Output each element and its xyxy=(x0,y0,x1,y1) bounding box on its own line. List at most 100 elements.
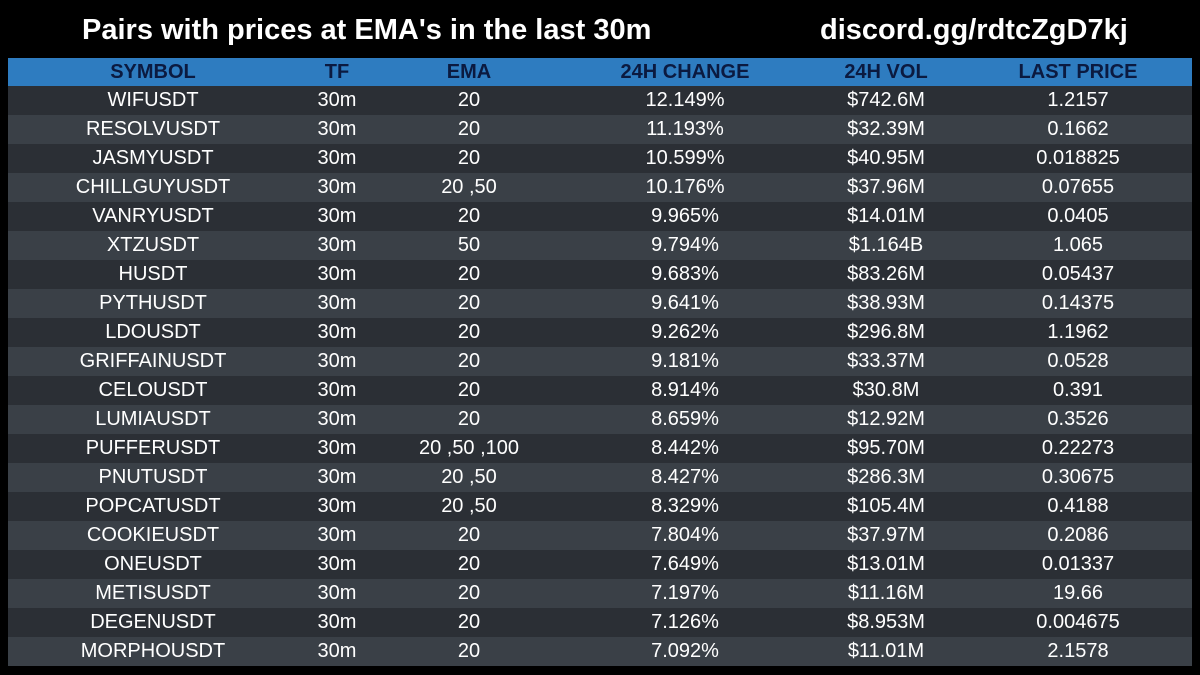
column-header-last-price: LAST PRICE xyxy=(1018,60,1138,83)
cell-24h-vol: $40.95M xyxy=(847,147,925,169)
table-row: RESOLVUSDT 30m 20 11.193% $32.39M 0.1662 xyxy=(8,115,1192,144)
cell-tf: 30m xyxy=(317,466,357,488)
cell-last-price: 0.05437 xyxy=(1041,263,1115,285)
cell-last-price: 1.1962 xyxy=(1047,321,1109,343)
cell-24h-change: 9.641% xyxy=(651,292,719,314)
cell-24h-change: 11.193% xyxy=(646,118,724,140)
cell-24h-vol: $105.4M xyxy=(847,495,925,517)
cell-tf: 30m xyxy=(317,205,357,227)
cell-24h-change: 9.965% xyxy=(651,205,719,227)
table-row: CHILLGUYUSDT 30m 20 ,50 10.176% $37.96M 0.076… xyxy=(8,173,1192,202)
column-header-24h-vol: 24H VOL xyxy=(844,60,928,83)
cell-24h-change: 12.149% xyxy=(645,89,725,111)
table-row: PUFFERUSDT 30m 20 ,50 ,100 8.442% $95.70M 0.2… xyxy=(8,434,1192,463)
table-row: HUSDT 30m 20 9.683% $83.26M 0.05437 xyxy=(8,260,1192,289)
column-header-tf: TF xyxy=(324,60,350,83)
cell-ema: 20 xyxy=(457,582,481,604)
discord-link[interactable]: discord.gg/rdtcZgD7kj xyxy=(820,14,1128,46)
cell-24h-vol: $33.37M xyxy=(847,350,925,372)
cell-24h-vol: $8.953M xyxy=(847,611,925,633)
cell-24h-vol: $83.26M xyxy=(847,263,925,285)
cell-24h-change: 9.683% xyxy=(651,263,719,285)
cell-symbol: COOKIEUSDT xyxy=(86,524,220,546)
cell-symbol: GRIFFAINUSDT xyxy=(79,350,227,372)
cell-symbol: DEGENUSDT xyxy=(90,611,216,633)
cell-tf: 30m xyxy=(317,553,357,575)
cell-tf: 30m xyxy=(317,176,357,198)
cell-24h-vol: $14.01M xyxy=(847,205,925,227)
cell-symbol: RESOLVUSDT xyxy=(85,118,221,140)
cell-tf: 30m xyxy=(317,611,357,633)
cell-ema: 20 ,50 ,100 xyxy=(418,437,520,459)
cell-last-price: 0.0405 xyxy=(1047,205,1109,227)
cell-last-price: 1.2157 xyxy=(1047,89,1109,111)
cell-ema: 20 xyxy=(457,292,481,314)
cell-tf: 30m xyxy=(317,118,357,140)
cell-symbol: WIFUSDT xyxy=(107,89,199,111)
cell-24h-change: 8.427% xyxy=(651,466,719,488)
table-row: METISUSDT 30m 20 7.197% $11.16M 19.66 xyxy=(8,579,1192,608)
cell-ema: 20 xyxy=(457,89,481,111)
cell-24h-vol: $296.8M xyxy=(847,321,925,343)
cell-24h-vol: $37.97M xyxy=(847,524,925,546)
cell-last-price: 1.065 xyxy=(1052,234,1104,256)
cell-last-price: 0.07655 xyxy=(1041,176,1115,198)
cell-last-price: 2.1578 xyxy=(1047,640,1109,662)
cell-tf: 30m xyxy=(317,437,357,459)
cell-ema: 20 xyxy=(457,321,481,343)
cell-24h-change: 9.181% xyxy=(651,350,719,372)
cell-last-price: 0.30675 xyxy=(1041,466,1115,488)
cell-ema: 50 xyxy=(457,234,481,256)
column-header-symbol: SYMBOL xyxy=(110,60,196,83)
cell-symbol: MORPHOUSDT xyxy=(80,640,226,662)
cell-symbol: HUSDT xyxy=(118,263,188,285)
cell-symbol: VANRYUSDT xyxy=(92,205,214,227)
cell-tf: 30m xyxy=(317,292,357,314)
cell-ema: 20 xyxy=(457,379,481,401)
table-header-row: SYMBOL TF EMA 24H CHANGE 24H VOL LAST PR… xyxy=(8,58,1192,86)
table-row: GRIFFAINUSDT 30m 20 9.181% $33.37M 0.0528 xyxy=(8,347,1192,376)
cell-symbol: ONEUSDT xyxy=(104,553,202,575)
cell-tf: 30m xyxy=(317,408,357,430)
cell-ema: 20 ,50 xyxy=(441,176,497,198)
cell-last-price: 0.2086 xyxy=(1047,524,1109,546)
page-title: Pairs with prices at EMA's in the last 3… xyxy=(82,14,652,46)
cell-24h-vol: $286.3M xyxy=(847,466,925,488)
cell-tf: 30m xyxy=(317,89,357,111)
cell-tf: 30m xyxy=(317,350,357,372)
cell-tf: 30m xyxy=(317,524,357,546)
cell-tf: 30m xyxy=(317,495,357,517)
cell-symbol: JASMYUSDT xyxy=(92,147,214,169)
cell-last-price: 0.018825 xyxy=(1036,147,1120,169)
table-row: XTZUSDT 30m 50 9.794% $1.164B 1.065 xyxy=(8,231,1192,260)
cell-tf: 30m xyxy=(317,147,357,169)
table-row: CELOUSDT 30m 20 8.914% $30.8M 0.391 xyxy=(8,376,1192,405)
cell-ema: 20 xyxy=(457,524,481,546)
table-body: WIFUSDT 30m 20 12.149% $742.6M 1.2157 RESOLVUS… xyxy=(8,86,1192,666)
cell-ema: 20 xyxy=(457,350,481,372)
cell-last-price: 0.01337 xyxy=(1041,553,1115,575)
cell-last-price: 0.1662 xyxy=(1047,118,1109,140)
cell-ema: 20 ,50 xyxy=(441,466,497,488)
cell-24h-change: 10.599% xyxy=(645,147,725,169)
cell-tf: 30m xyxy=(317,321,357,343)
cell-24h-vol: $12.92M xyxy=(847,408,925,430)
cell-ema: 20 xyxy=(457,640,481,662)
cell-24h-vol: $1.164B xyxy=(848,234,924,256)
cell-24h-vol: $32.39M xyxy=(847,118,925,140)
cell-24h-change: 8.914% xyxy=(651,379,719,401)
cell-last-price: 0.391 xyxy=(1052,379,1104,401)
cell-symbol: PUFFERUSDT xyxy=(85,437,221,459)
table-row: POPCATUSDT 30m 20 ,50 8.329% $105.4M 0.4188 xyxy=(8,492,1192,521)
cell-ema: 20 xyxy=(457,553,481,575)
table-row: VANRYUSDT 30m 20 9.965% $14.01M 0.0405 xyxy=(8,202,1192,231)
cell-24h-vol: $30.8M xyxy=(852,379,920,401)
cell-symbol: PYTHUSDT xyxy=(99,292,207,314)
cell-24h-change: 8.329% xyxy=(651,495,719,517)
cell-ema: 20 ,50 xyxy=(441,495,497,517)
cell-last-price: 0.14375 xyxy=(1041,292,1115,314)
cell-24h-change: 7.804% xyxy=(651,524,719,546)
cell-tf: 30m xyxy=(317,234,357,256)
cell-tf: 30m xyxy=(317,640,357,662)
cell-last-price: 0.3526 xyxy=(1047,408,1109,430)
